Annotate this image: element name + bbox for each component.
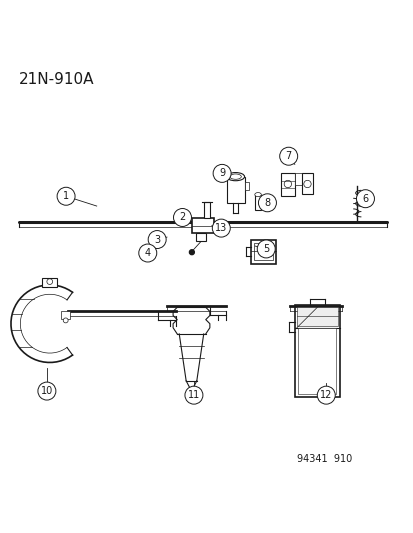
Text: 94341  910: 94341 910 [296,454,351,464]
Ellipse shape [229,174,241,179]
Circle shape [173,208,191,227]
Circle shape [189,250,194,255]
Circle shape [316,386,335,404]
Ellipse shape [254,192,261,197]
Text: 5: 5 [263,244,269,254]
Text: 2: 2 [179,213,185,222]
Circle shape [185,386,202,404]
Circle shape [57,187,75,205]
Text: 7: 7 [285,151,291,161]
Text: 10: 10 [40,386,53,396]
Circle shape [356,190,373,208]
Circle shape [212,219,230,237]
Text: 1: 1 [63,191,69,201]
Circle shape [38,382,56,400]
Text: 8: 8 [264,198,270,208]
FancyBboxPatch shape [61,311,70,319]
Text: 3: 3 [154,235,160,245]
Text: 9: 9 [218,168,225,179]
FancyBboxPatch shape [191,218,214,233]
Circle shape [138,244,157,262]
Text: 4: 4 [145,248,150,258]
Text: 11: 11 [188,390,199,400]
Text: 13: 13 [215,223,227,233]
Text: 12: 12 [319,390,332,400]
FancyBboxPatch shape [42,278,57,287]
FancyBboxPatch shape [301,173,313,194]
FancyBboxPatch shape [251,240,276,264]
FancyBboxPatch shape [280,173,294,196]
Circle shape [256,240,275,258]
Circle shape [213,164,230,182]
Circle shape [63,318,68,323]
Circle shape [279,147,297,165]
FancyBboxPatch shape [254,195,261,210]
FancyBboxPatch shape [244,182,249,190]
Circle shape [258,194,276,212]
FancyBboxPatch shape [296,308,337,326]
FancyBboxPatch shape [204,203,209,218]
FancyBboxPatch shape [226,176,244,203]
FancyBboxPatch shape [254,243,273,261]
FancyBboxPatch shape [195,233,205,241]
Text: 21N-910A: 21N-910A [19,72,95,87]
Circle shape [148,231,166,248]
Text: 6: 6 [361,193,368,204]
FancyBboxPatch shape [297,328,336,394]
FancyBboxPatch shape [294,173,301,185]
FancyBboxPatch shape [294,305,339,397]
Ellipse shape [226,173,244,181]
